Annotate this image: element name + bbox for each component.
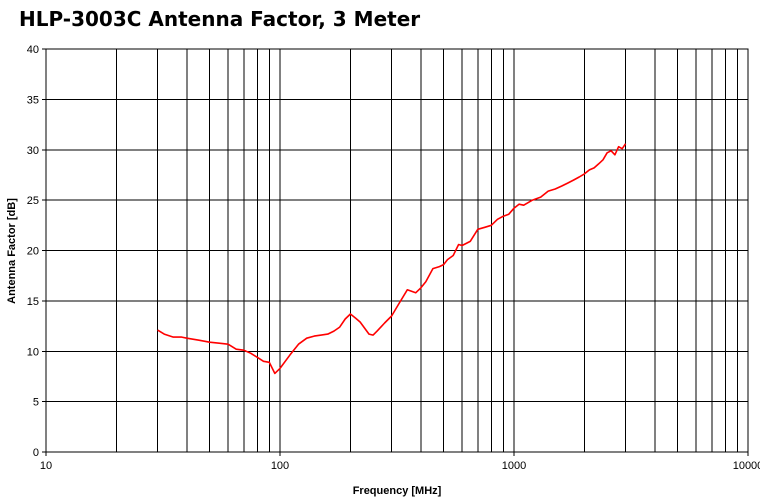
y-tick-label: 30 <box>27 145 39 157</box>
plot-border-group <box>45 48 749 453</box>
y-tick-label: 5 <box>33 397 39 409</box>
series-group <box>157 143 627 375</box>
chart-title: HLP-3003C Antenna Factor, 3 Meter <box>19 7 421 31</box>
y-tick-label: 20 <box>27 246 39 258</box>
plot-border <box>45 48 749 453</box>
x-tick-labels: 10 100 1000 10000 <box>40 460 760 472</box>
x-tick-label: 10 <box>40 460 52 472</box>
y-tick-label: 10 <box>27 346 39 358</box>
x-tick-label: 10000 <box>733 460 760 472</box>
antenna-factor-series-line <box>157 143 627 375</box>
y-tick-label: 0 <box>33 447 39 459</box>
y-axis-title: Antenna Factor [dB] <box>6 198 18 304</box>
y-tick-labels: 0 5 10 15 20 25 30 35 40 <box>27 44 39 459</box>
y-tick-label: 25 <box>27 195 39 207</box>
x-axis-title: Frequency [MHz] <box>353 485 442 497</box>
y-tick-label: 15 <box>27 296 39 308</box>
major-gridlines <box>42 48 749 456</box>
y-tick-label: 35 <box>27 94 39 106</box>
x-tick-label: 100 <box>271 460 289 472</box>
x-tick-label: 1000 <box>502 460 526 472</box>
y-tick-label: 40 <box>27 44 39 56</box>
